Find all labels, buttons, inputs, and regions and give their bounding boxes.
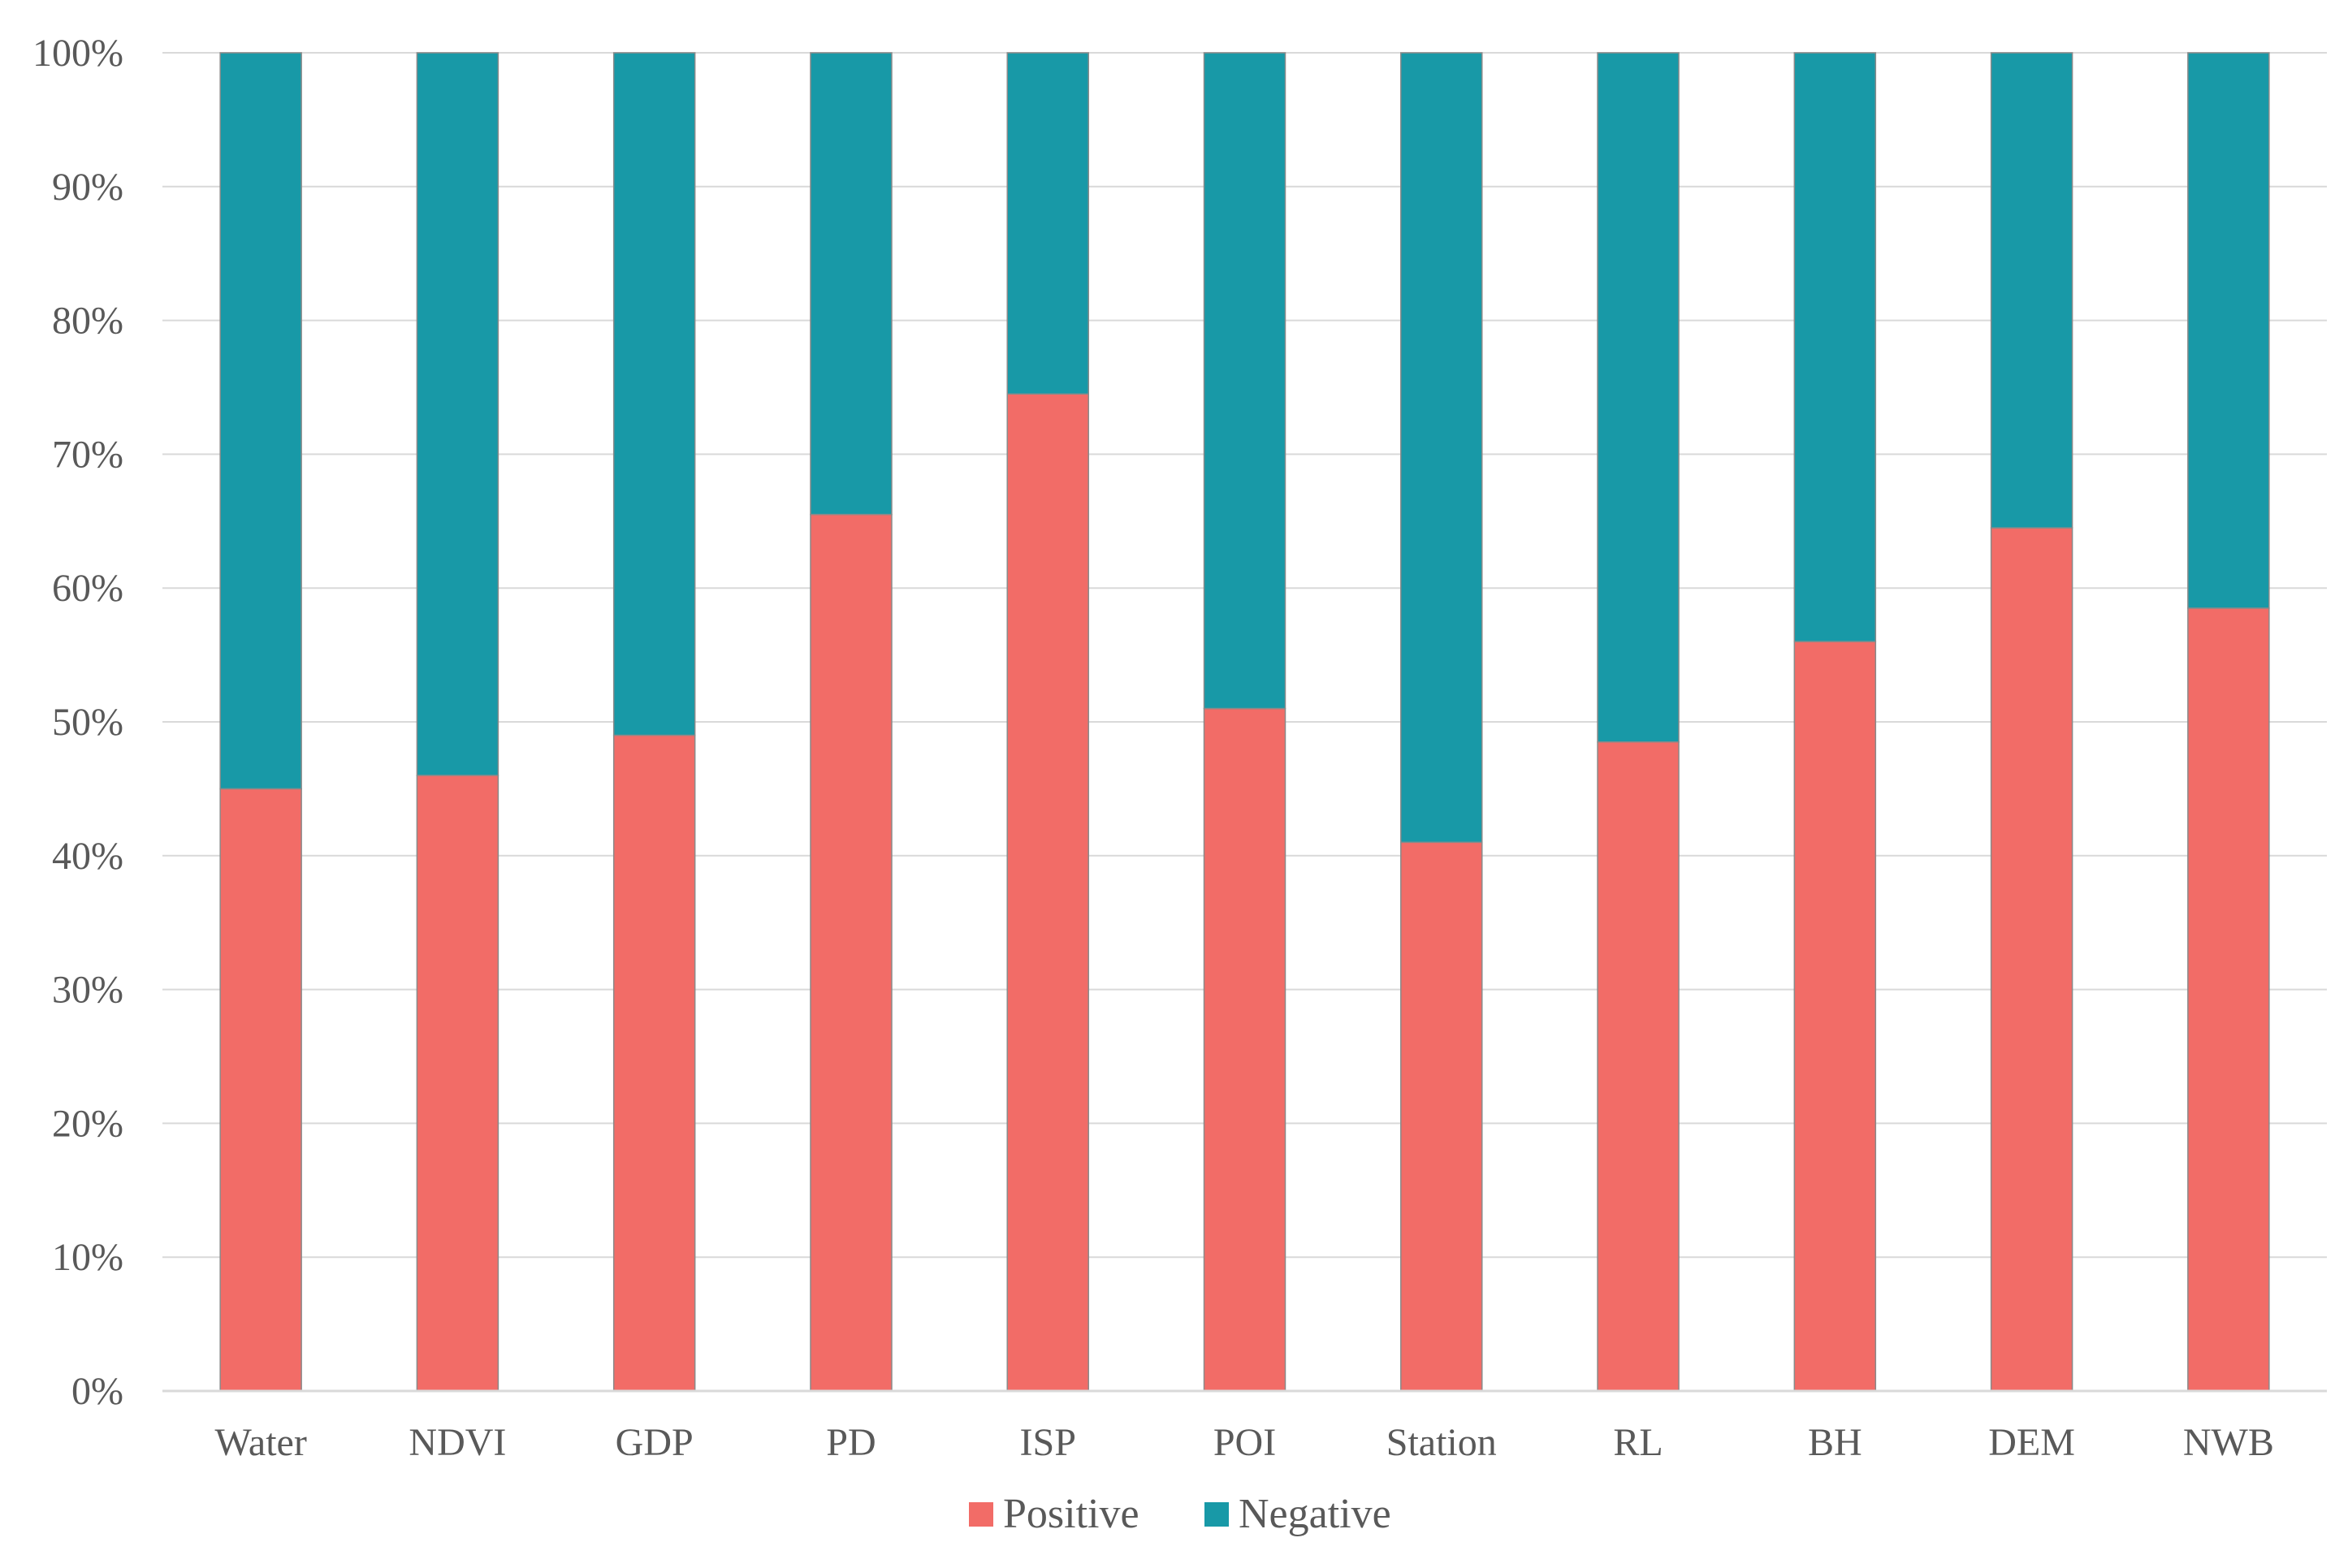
bar-positive-water: [219, 788, 302, 1392]
x-category-label: Water: [214, 1421, 306, 1464]
y-tick-label: 90%: [52, 166, 123, 209]
y-tick-label: 10%: [52, 1236, 123, 1279]
bar-negative-bh: [1793, 52, 1877, 642]
y-tick-label: 30%: [52, 969, 123, 1012]
x-category-label: Station: [1386, 1421, 1497, 1464]
x-category-label: RL: [1613, 1421, 1663, 1464]
legend-swatch-positive: [969, 1502, 993, 1527]
bar-negative-gdp: [612, 52, 696, 736]
bar-positive-gdp: [612, 734, 696, 1392]
x-axis-categories: Water NDVI GDP PD ISP POI Station RL BH DEM NWB: [214, 1421, 2273, 1464]
x-category-label: ISP: [1020, 1421, 1076, 1464]
bar-negative-water: [219, 52, 302, 790]
bar-negative-nwb: [2187, 52, 2270, 609]
bar-positive-bh: [1793, 641, 1877, 1392]
bar-positive-poi: [1203, 707, 1286, 1392]
bar-negative-dem: [1990, 52, 2073, 529]
y-axis-ticks: 0% 10% 20% 30% 40% 50% 60% 70% 80% 90% 100%: [32, 32, 123, 1413]
bar-negative-station: [1400, 52, 1483, 844]
x-category-label: BH: [1808, 1421, 1862, 1464]
y-tick-label: 70%: [52, 433, 123, 476]
y-tick-label: 80%: [52, 300, 123, 343]
legend-label-positive: Positive: [1003, 1491, 1139, 1537]
y-tick-label: 40%: [52, 835, 123, 878]
bar-negative-pd: [810, 52, 893, 516]
bar-negative-poi: [1203, 52, 1286, 710]
bar-positive-dem: [1990, 527, 2073, 1392]
bar-positive-station: [1400, 841, 1483, 1392]
y-tick-label: 50%: [52, 701, 123, 744]
x-category-label: NDVI: [409, 1421, 506, 1464]
x-category-label: PD: [826, 1421, 876, 1464]
bar-negative-rl: [1597, 52, 1680, 743]
x-category-label: POI: [1213, 1421, 1276, 1464]
y-tick-label: 0%: [71, 1370, 123, 1413]
bar-positive-ndvi: [416, 775, 499, 1392]
bar-positive-nwb: [2187, 607, 2270, 1392]
y-tick-label: 100%: [32, 32, 123, 75]
bar-positive-isp: [1006, 393, 1089, 1392]
x-category-label: GDP: [616, 1421, 694, 1464]
legend-label-negative: Negative: [1239, 1491, 1391, 1537]
bars: [219, 52, 2270, 1392]
y-tick-label: 20%: [52, 1102, 123, 1145]
y-tick-label: 60%: [52, 567, 123, 610]
bar-negative-ndvi: [416, 52, 499, 776]
bar-negative-isp: [1006, 52, 1089, 395]
bar-positive-pd: [810, 513, 893, 1392]
legend: Positive Negative: [969, 1491, 1391, 1537]
x-category-label: DEM: [1988, 1421, 2075, 1464]
bar-positive-rl: [1597, 741, 1680, 1392]
legend-swatch-negative: [1204, 1502, 1229, 1527]
x-category-label: NWB: [2183, 1421, 2274, 1464]
